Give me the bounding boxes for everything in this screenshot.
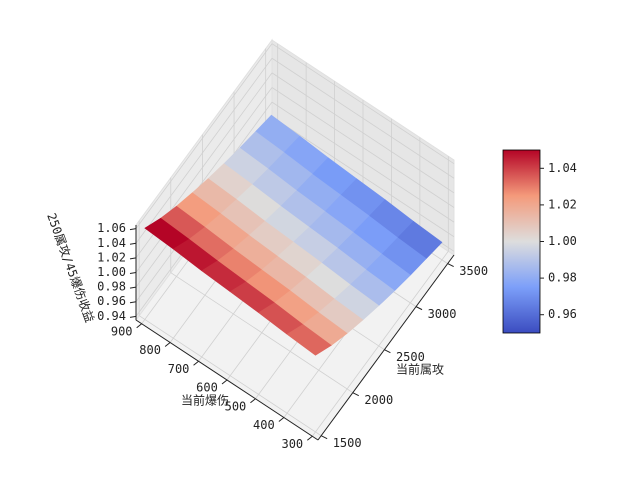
colorbar xyxy=(502,149,541,334)
grid-line xyxy=(271,116,455,238)
z-tick-label: 1.06 xyxy=(97,221,126,235)
y-tick-label: 700 xyxy=(168,362,190,376)
colorbar-tick-label: 1.00 xyxy=(548,234,577,248)
tick-mark xyxy=(278,417,285,422)
colorbar-tick-label: 0.98 xyxy=(548,271,577,285)
grid-line xyxy=(271,87,455,208)
z-tick-label: 0.94 xyxy=(97,309,126,323)
x-tick-label: 3500 xyxy=(459,264,488,278)
y-tick-label: 500 xyxy=(225,399,247,413)
y-tick-label: 800 xyxy=(139,343,161,357)
tick-mark xyxy=(447,263,454,268)
tick-mark xyxy=(307,435,313,441)
z-tick-label: 1.00 xyxy=(97,265,126,279)
tick-mark xyxy=(221,379,228,385)
z-tick-label: 0.96 xyxy=(97,294,126,308)
z-tick-label: 1.02 xyxy=(97,250,126,264)
z-tick-label: 0.98 xyxy=(97,280,126,294)
tick-mark xyxy=(129,242,137,245)
z-axis-label: 250属攻/45爆伤收益 xyxy=(44,211,97,324)
x-axis-label: 当前属攻 xyxy=(396,362,444,377)
tick-mark xyxy=(250,398,256,404)
surface-patch xyxy=(286,324,332,356)
grid-line xyxy=(271,43,455,164)
tick-mark xyxy=(129,228,137,231)
tick-mark xyxy=(129,286,137,289)
grid-line xyxy=(271,57,455,179)
tick-mark xyxy=(129,301,137,304)
y-tick-label: 600 xyxy=(196,381,218,395)
x-tick-label: 2000 xyxy=(364,393,393,407)
plot-3d xyxy=(129,38,455,441)
tick-mark xyxy=(129,257,137,260)
colorbar-axis: 0.96 0.98 1.00 1.02 1.04 xyxy=(540,161,577,321)
z-tick-label: 1.04 xyxy=(97,236,126,250)
grid-line xyxy=(135,43,273,229)
y-tick-label: 400 xyxy=(253,418,275,432)
tick-mark xyxy=(129,272,137,274)
grid-line xyxy=(311,251,449,437)
x-tick-label: 1500 xyxy=(333,436,362,450)
tick-mark xyxy=(352,392,360,397)
colorbar-tick-label: 0.96 xyxy=(548,307,577,321)
grid-line xyxy=(135,87,273,273)
tick-mark xyxy=(384,349,391,354)
x-tick-label: 2500 xyxy=(396,350,425,364)
colorbar-tick-label: 1.02 xyxy=(548,197,577,211)
y-axis-label: 当前爆伤 xyxy=(181,393,229,408)
grid-line xyxy=(271,101,455,223)
colorbar-tick-label: 1.04 xyxy=(548,161,577,175)
grid-line xyxy=(135,58,273,244)
tick-mark xyxy=(320,435,328,440)
tick-mark xyxy=(164,342,171,347)
y-axis-line xyxy=(135,319,319,441)
tick-mark xyxy=(129,315,137,318)
y-tick-label: 300 xyxy=(281,437,303,451)
tick-mark xyxy=(193,360,199,366)
tick-mark xyxy=(136,323,142,329)
grid-line xyxy=(271,72,455,194)
y-tick-label: 900 xyxy=(111,324,133,338)
tick-mark xyxy=(415,306,423,311)
x-axis-line xyxy=(317,254,455,441)
x-tick-label: 3000 xyxy=(428,307,457,321)
